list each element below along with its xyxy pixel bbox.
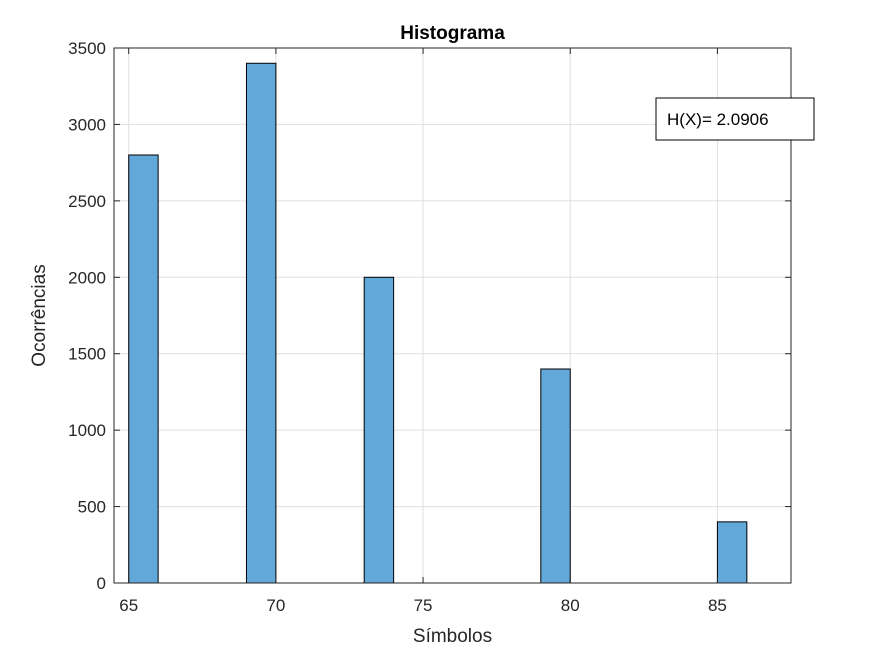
- annotation-box: H(X)= 2.0906: [655, 97, 815, 141]
- y-tick-label: 0: [97, 574, 106, 593]
- y-tick-label: 500: [78, 498, 106, 517]
- y-tick-label: 1500: [68, 345, 106, 364]
- histogram-bar: [128, 154, 159, 584]
- histogram-bar: [245, 62, 277, 584]
- chart-title: Histograma: [400, 23, 505, 44]
- y-tick-label: 3000: [68, 115, 106, 134]
- y-tick-label: 2500: [68, 192, 106, 211]
- entropy-annotation: H(X)= 2.0906: [667, 110, 769, 129]
- histogram-bar: [716, 521, 748, 584]
- y-tick-label: 1000: [68, 421, 106, 440]
- bars: [128, 62, 748, 584]
- x-tick-label: 65: [119, 596, 138, 615]
- y-tick-labels: 0 500 1000 1500 2000 2500 3000 3500: [68, 39, 106, 593]
- plot-area-border: [113, 47, 792, 584]
- y-tick-label: 2000: [68, 268, 106, 287]
- x-tick-label: 85: [708, 596, 727, 615]
- y-axis-label: Ocorrências: [29, 264, 50, 366]
- annotation-border: [655, 97, 815, 141]
- histogram-bar: [540, 368, 571, 584]
- x-axis-label: Símbolos: [413, 626, 492, 647]
- tick-marks: [114, 47, 791, 584]
- x-tick-label: 80: [561, 596, 580, 615]
- x-tick-label: 70: [266, 596, 285, 615]
- y-tick-label: 3500: [68, 39, 106, 58]
- x-tick-labels: 65 70 75 80 85: [119, 596, 727, 615]
- x-tick-label: 75: [414, 596, 433, 615]
- histogram-bar: [363, 276, 395, 584]
